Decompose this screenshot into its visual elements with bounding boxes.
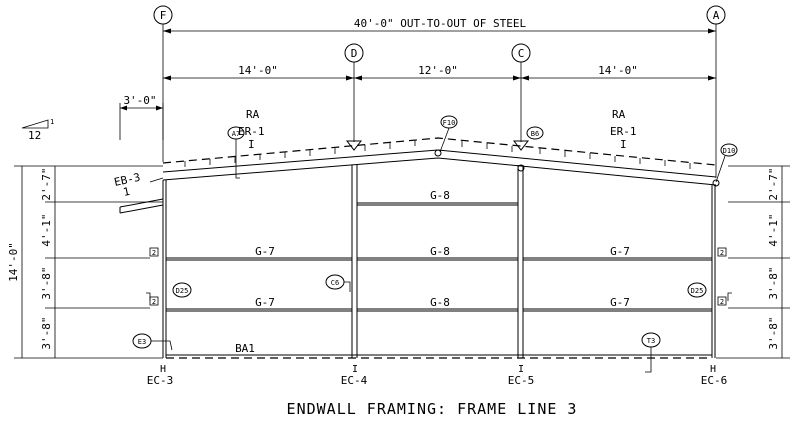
svg-text:C6: C6: [331, 279, 339, 287]
overall-dimension-label: 40'-0" OUT-TO-OUT OF STEEL: [354, 17, 527, 30]
svg-text:H: H: [710, 364, 716, 375]
girt-row3-center: G-8: [430, 296, 450, 309]
bay-dim-2: 12'-0": [418, 64, 458, 77]
endwall-columns: [162, 164, 720, 358]
right-er-marker: I: [620, 138, 627, 151]
offset-dim-label: 3'-0": [123, 94, 156, 107]
svg-text:E3: E3: [138, 338, 146, 346]
eave-marker: 1: [122, 185, 131, 199]
height-left-1: 2'-7": [40, 167, 53, 200]
gridline-c-label: C: [518, 47, 525, 60]
callout-b6: B6: [526, 126, 544, 140]
svg-text:I: I: [352, 364, 358, 375]
gridline-c: C: [511, 43, 531, 142]
callout-c6: C6: [325, 274, 351, 292]
svg-text:D25: D25: [691, 287, 704, 295]
base-angle-label: BA1: [235, 342, 255, 355]
svg-text:H: H: [160, 364, 166, 375]
svg-text:2: 2: [720, 249, 724, 257]
small-tags: 2 2 2 2: [146, 247, 732, 306]
slope-run: 12: [28, 129, 41, 142]
left-er-label: ER-1: [238, 125, 265, 138]
svg-text:2: 2: [720, 298, 724, 306]
bay-dim-1: 14'-0": [238, 64, 278, 77]
column-labels: H I I H EC-3 EC-4 EC-5 EC-6: [147, 364, 728, 387]
gridline-d: D: [344, 43, 364, 142]
callout-a7: A7: [227, 126, 245, 179]
height-right-3: 3'-8": [767, 266, 780, 299]
girt-row2-right: G-7: [610, 245, 630, 258]
bay-dim-3: 14'-0": [598, 64, 638, 77]
column-top-symbols: [345, 140, 530, 151]
girt-row2-left: G-7: [255, 245, 275, 258]
girts: [166, 202, 712, 359]
callout-e3: E3: [132, 333, 173, 351]
slope-symbol: 1 12: [21, 118, 54, 142]
callout-d25-left: D25: [172, 282, 192, 298]
left-ra-label: RA: [246, 108, 260, 121]
height-right-1: 2'-7": [767, 167, 780, 200]
height-right-4: 3'-8": [767, 316, 780, 349]
gridline-d-label: D: [351, 47, 358, 60]
svg-text:T3: T3: [647, 337, 655, 345]
gridline-f-label: F: [160, 9, 167, 22]
gridline-a: A: [706, 5, 726, 178]
svg-text:F10: F10: [443, 119, 456, 127]
callout-d10: D10: [715, 143, 738, 183]
slope-rise: 1: [50, 118, 54, 126]
height-left-4: 3'-8": [40, 316, 53, 349]
left-er-marker: I: [248, 138, 255, 151]
girt-row3-left: G-7: [255, 296, 275, 309]
girt-row2-center: G-8: [430, 245, 450, 258]
svg-text:I: I: [518, 364, 524, 375]
svg-text:A7: A7: [232, 130, 240, 138]
girt-labels: G-8 G-7 G-8 G-7 G-7 G-8 G-7 BA1: [235, 189, 630, 355]
svg-text:D25: D25: [176, 287, 189, 295]
height-right-2: 4'-1": [767, 213, 780, 246]
column-ec-6: EC-6: [701, 374, 728, 387]
column-ec-5: EC-5: [508, 374, 535, 387]
column-ec-3: EC-3: [147, 374, 174, 387]
eave-label: EB-3: [113, 171, 142, 189]
callout-f10: F10: [439, 115, 458, 153]
callout-d25-right: D25: [687, 282, 707, 298]
drawing-title: ENDWALL FRAMING: FRAME LINE 3: [287, 400, 578, 418]
svg-text:2: 2: [152, 298, 156, 306]
roof-rafter: [119, 137, 717, 214]
right-er-label: ER-1: [610, 125, 637, 138]
svg-text:D10: D10: [723, 147, 736, 155]
column-ec-4: EC-4: [341, 374, 368, 387]
svg-text:2: 2: [152, 249, 156, 257]
height-left-2: 4'-1": [40, 213, 53, 246]
height-total-label: 14'-0": [7, 242, 20, 282]
rafter-labels: RA ER-1 I RA ER-1 I EB-3 1: [113, 108, 637, 199]
left-height-dims: 14'-0" 2'-7" 4'-1" 3'-8" 3'-8": [7, 165, 163, 359]
overall-dimension: 40'-0" OUT-TO-OUT OF STEEL: [163, 17, 716, 34]
right-ra-label: RA: [612, 108, 626, 121]
offset-dimension: 3'-0": [119, 94, 164, 140]
bay-dimensions: 14'-0" 12'-0" 14'-0": [163, 64, 716, 81]
callout-t3: T3: [641, 332, 661, 373]
svg-text:B6: B6: [531, 130, 539, 138]
girt-row3-right: G-7: [610, 296, 630, 309]
gridline-a-label: A: [713, 9, 720, 22]
girt-row1-center: G-8: [430, 189, 450, 202]
height-left-3: 3'-8": [40, 266, 53, 299]
right-height-dims: 2'-7" 4'-1" 3'-8" 3'-8": [716, 165, 790, 359]
